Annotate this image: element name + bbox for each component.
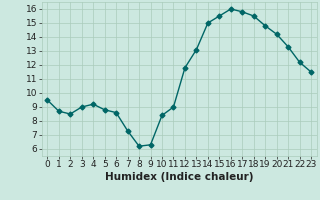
X-axis label: Humidex (Indice chaleur): Humidex (Indice chaleur) bbox=[105, 172, 253, 182]
